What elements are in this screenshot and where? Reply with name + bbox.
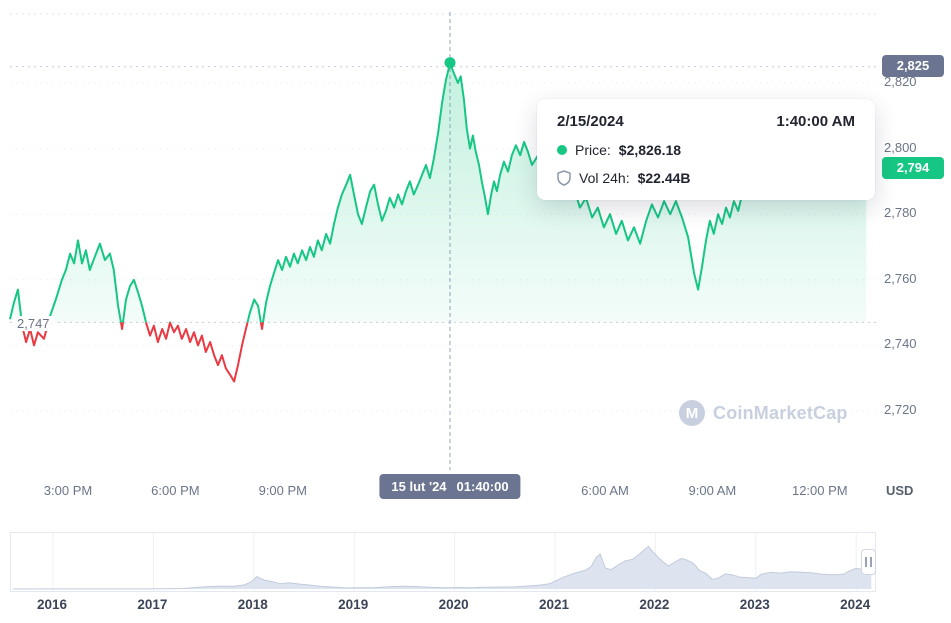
crosshair-date: 15 lut '24 <box>391 479 447 494</box>
scrubber-right-handle[interactable] <box>861 549 876 575</box>
x-axis-label: 3:00 PM <box>43 483 93 498</box>
high-price-badge: 2,825 <box>882 55 944 77</box>
x-axis-label: 6:00 AM <box>581 483 629 498</box>
price-chart[interactable] <box>0 0 951 470</box>
open-price-label: 2,747 <box>12 316 55 331</box>
y-axis-label: 2,760 <box>884 270 917 286</box>
tooltip-vol-value: $22.44B <box>637 170 691 186</box>
timeline-year-label: 2022 <box>639 597 670 612</box>
timeline-year-label: 2019 <box>338 597 369 612</box>
coinmarketcap-logo-icon: M <box>679 400 705 426</box>
coinmarketcap-watermark: M CoinMarketCap <box>679 400 848 426</box>
timeline-year-label: 2023 <box>739 597 770 612</box>
tooltip-time: 1:40:00 AM <box>776 113 855 130</box>
tooltip-price-label: Price: <box>575 142 611 158</box>
watermark-label: CoinMarketCap <box>713 402 848 423</box>
y-axis-label: 2,720 <box>884 402 917 417</box>
date-range-scrubber[interactable] <box>10 532 876 592</box>
timeline-year-label: 2024 <box>840 597 871 612</box>
y-axis-label: 2,820 <box>884 74 917 89</box>
x-axis-label: 9:00 AM <box>688 483 737 498</box>
timeline-year-label: 2018 <box>237 597 268 612</box>
price-dot-icon <box>557 145 567 155</box>
last-price-badge: 2,794 <box>882 157 944 179</box>
x-axis-label: 12:00 PM <box>791 483 848 498</box>
x-axis: 3:00 PM 6:00 PM 9:00 PM 6:00 AM 9:00 AM 12:00… <box>0 474 951 504</box>
timeline-year-label: 2020 <box>438 597 469 612</box>
currency-label: USD <box>886 483 914 498</box>
y-axis-label: 2,740 <box>884 336 917 352</box>
history-sparkline <box>12 533 872 591</box>
timeline-year-label: 2021 <box>538 597 570 612</box>
tooltip-date: 2/15/2024 <box>557 113 624 130</box>
y-axis-label: 2,780 <box>884 205 917 221</box>
timeline-years: 2016 2017 2018 2019 2020 2021 2022 2023 2024 <box>10 597 876 617</box>
tooltip-price-value: $2,826.18 <box>618 142 682 158</box>
timeline-year-label: 2017 <box>137 597 168 612</box>
timeline-year-label: 2016 <box>36 597 68 612</box>
tooltip-vol-label: Vol 24h: <box>579 170 630 186</box>
chart-tooltip: 2/15/2024 1:40:00 AM Price: $2,826.18 Vo… <box>537 99 875 200</box>
shield-icon <box>557 170 571 186</box>
y-axis-label: 2,800 <box>884 139 917 155</box>
x-axis-label: 9:00 PM <box>258 483 308 498</box>
x-axis-label: 6:00 PM <box>151 483 200 498</box>
crosshair-time-badge: 15 lut '24 01:40:00 <box>379 474 521 499</box>
crosshair-time: 01:40:00 <box>456 479 509 494</box>
